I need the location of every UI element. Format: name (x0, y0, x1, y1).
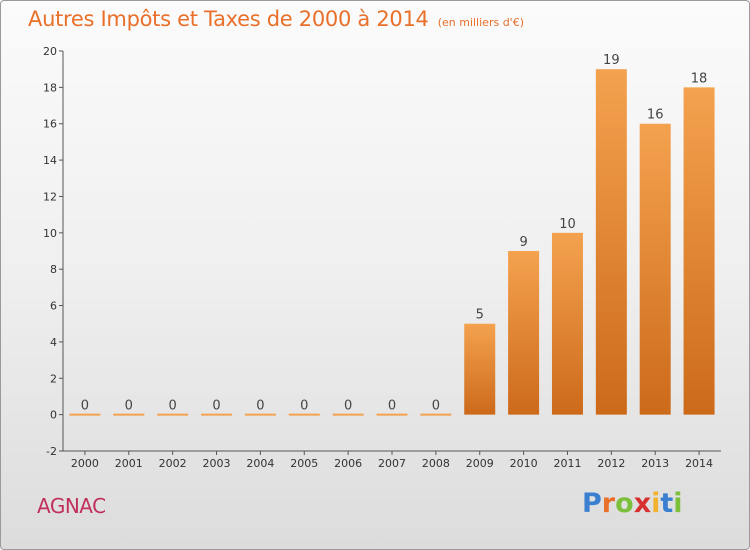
y-tick-label: 20 (43, 45, 57, 58)
x-tick-label: 2000 (71, 457, 99, 470)
bar-value-label: 10 (559, 217, 576, 232)
bar (157, 413, 189, 416)
x-tick-label: 2008 (422, 457, 450, 470)
bar-value-label: 16 (647, 108, 664, 123)
bar (113, 413, 145, 416)
x-tick-label: 2004 (246, 457, 274, 470)
bar (244, 413, 276, 416)
x-tick-label: 2013 (641, 457, 669, 470)
y-tick-label: 16 (43, 118, 57, 131)
chart-title: Autres Impôts et Taxes de 2000 à 2014 (28, 7, 429, 31)
bar-value-label: 0 (125, 399, 133, 414)
bar (551, 232, 583, 415)
bar (683, 87, 715, 415)
bar-value-label: 0 (81, 399, 89, 414)
x-tick-label: 2006 (334, 457, 362, 470)
bar-value-label: 0 (300, 399, 308, 414)
logo-letter: i (673, 488, 683, 519)
x-tick-label: 2001 (115, 457, 143, 470)
chart-unit: (en milliers d'€) (437, 16, 524, 29)
y-tick-label: 18 (43, 81, 57, 94)
bar (201, 413, 233, 416)
bar-value-label: 5 (476, 308, 484, 323)
y-tick-label: 0 (50, 409, 57, 422)
logo-letter: x (633, 488, 652, 519)
bar-value-label: 0 (256, 399, 264, 414)
data-labels: 0 0 0 0 0 0 0 0 0 5 9 10 19 16 18 (81, 53, 708, 413)
x-tick-label: 2005 (290, 457, 318, 470)
y-tick-label: 14 (43, 154, 57, 167)
bar-value-label: 0 (388, 399, 396, 414)
logo-letter: P (582, 488, 602, 519)
x-tick-label: 2011 (553, 457, 581, 470)
logo-letter: t (660, 488, 674, 519)
commune-name: AGNAC (37, 494, 106, 518)
bar (508, 251, 540, 415)
x-tick-label: 2009 (466, 457, 494, 470)
x-tick-label: 2003 (203, 457, 231, 470)
bar-value-label: 0 (344, 399, 352, 414)
bar-value-label: 9 (519, 235, 527, 250)
y-tick-label: 12 (43, 190, 57, 203)
logo-letter: i (651, 488, 661, 519)
proxiti-logo: Proxiti (582, 488, 683, 519)
y-tick-label: 10 (43, 227, 57, 240)
bars (69, 69, 715, 416)
y-tick-label: 4 (50, 336, 57, 349)
bar-value-label: 19 (603, 53, 620, 68)
bar-value-label: 0 (432, 399, 440, 414)
x-tick-label: 2002 (159, 457, 187, 470)
logo-letter: o (615, 488, 634, 519)
y-tick-label: 8 (50, 263, 57, 276)
bar (595, 69, 627, 415)
title-block: Autres Impôts et Taxes de 2000 à 2014 (e… (28, 7, 524, 31)
axes: -2 0 2 4 6 8 10 12 14 16 18 20 2000 2001 2002 2003 2004 2… (43, 45, 721, 470)
y-tick-label: 6 (50, 300, 57, 313)
bar (376, 413, 408, 416)
x-tick-label: 2012 (597, 457, 625, 470)
bar (332, 413, 364, 416)
bar (639, 123, 671, 415)
x-tick-label: 2010 (510, 457, 538, 470)
bar (464, 323, 496, 415)
bar-value-label: 0 (169, 399, 177, 414)
bar (288, 413, 320, 416)
y-tick-label: -2 (46, 445, 57, 458)
bar-value-label: 0 (212, 399, 220, 414)
bar-value-label: 18 (691, 71, 708, 86)
y-tick-label: 2 (50, 372, 57, 385)
logo-letter: r (601, 488, 616, 519)
x-tick-label: 2014 (685, 457, 713, 470)
bar (420, 413, 452, 416)
x-tick-label: 2007 (378, 457, 406, 470)
bar (69, 413, 101, 416)
